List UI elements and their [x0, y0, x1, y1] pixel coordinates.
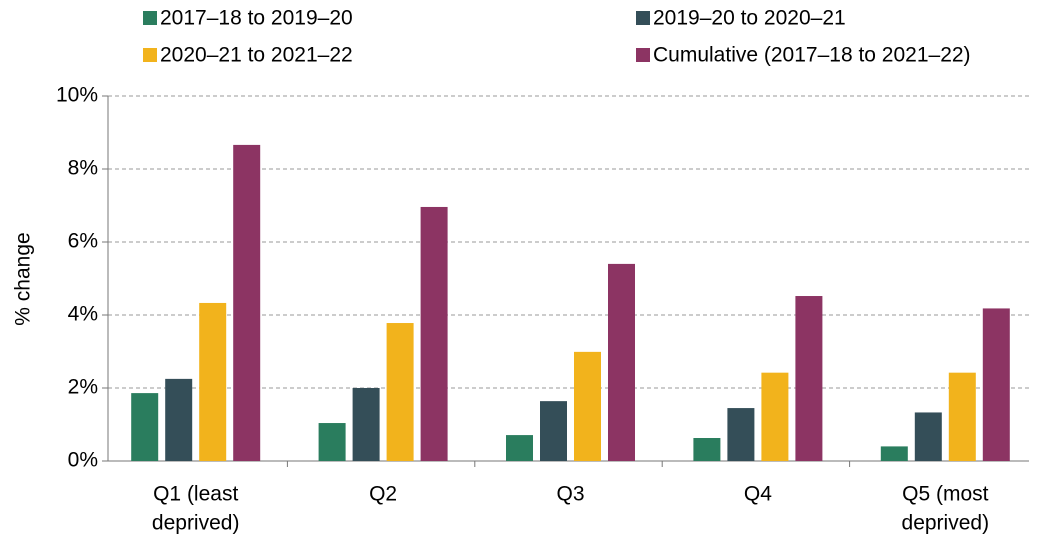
bar — [420, 206, 448, 461]
bar — [318, 423, 346, 461]
y-tick-label: 10% — [56, 84, 98, 107]
bar — [948, 372, 976, 461]
y-tick-label: 2% — [68, 376, 98, 399]
y-axis-label: % change — [12, 232, 35, 325]
x-tick-label: Q1 (least — [153, 483, 238, 506]
bar — [165, 378, 193, 461]
x-tick-label: Q2 — [369, 483, 397, 506]
bar — [914, 412, 942, 461]
legend-swatch — [143, 11, 157, 25]
bar — [131, 393, 159, 461]
bar — [540, 401, 567, 461]
x-tick-label: Q3 — [556, 483, 584, 506]
bar — [982, 308, 1010, 461]
bar — [386, 323, 414, 461]
y-tick-label: 8% — [68, 157, 98, 180]
legend-swatch — [636, 11, 650, 25]
bar — [727, 408, 755, 461]
x-tick-label: Q4 — [744, 483, 772, 506]
x-tick-label: deprived) — [902, 512, 990, 535]
bar — [352, 388, 380, 461]
bar — [233, 144, 261, 461]
x-tick-label: deprived) — [152, 512, 240, 535]
y-tick-label: 6% — [68, 230, 98, 253]
bar — [880, 446, 908, 461]
legend-swatch — [143, 48, 157, 62]
bar — [795, 296, 823, 461]
bar — [199, 302, 227, 461]
bar — [608, 263, 635, 461]
bar — [761, 372, 789, 461]
legend-label: 2020–21 to 2021–22 — [160, 44, 353, 67]
legend-label: 2019–20 to 2020–21 — [653, 7, 846, 30]
bar — [693, 438, 721, 461]
legend-swatch — [636, 48, 650, 62]
x-tick-label: Q5 (most — [902, 483, 989, 506]
legend-label: 2017–18 to 2019–20 — [160, 7, 353, 30]
y-tick-label: 4% — [68, 303, 98, 326]
bar — [506, 435, 533, 461]
legend-label: Cumulative (2017–18 to 2021–22) — [653, 44, 971, 67]
y-tick-label: 0% — [68, 449, 98, 472]
bar — [574, 351, 601, 461]
